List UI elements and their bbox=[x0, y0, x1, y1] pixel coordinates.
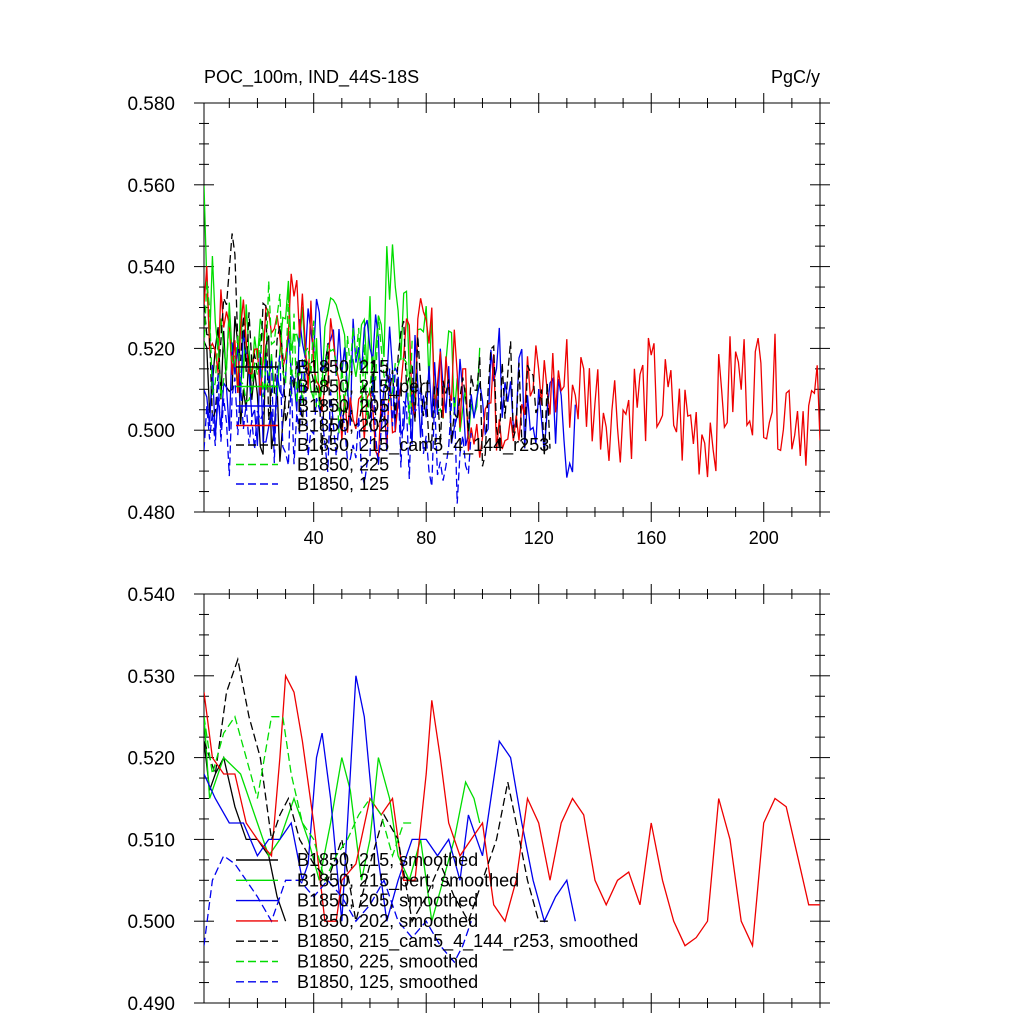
y-tick-label: 0.520 bbox=[127, 749, 175, 770]
top-title-right: PgC/y bbox=[771, 67, 820, 87]
legend-label: B1850, 125, smoothed bbox=[297, 972, 478, 992]
legend-label: B1850, 202 bbox=[297, 416, 389, 436]
series-line bbox=[204, 316, 287, 462]
series-line bbox=[204, 854, 472, 964]
legend-label: B1850, 225 bbox=[297, 455, 389, 475]
legend-label: B1850, 215, smoothed bbox=[297, 850, 478, 870]
top-panel: POC_100m, IND_44S-18S PgC/y 40 80 120 160 20… bbox=[127, 67, 830, 548]
y-tick-label: 0.500 bbox=[127, 912, 175, 933]
legend-label: B1850, 215_cam5_4_144_r253, smoothed bbox=[297, 931, 638, 952]
y-tick-label: 0.510 bbox=[127, 830, 175, 851]
y-tick-label: 0.490 bbox=[127, 994, 175, 1015]
legend-label: B1850, 215 bbox=[297, 357, 389, 377]
series-line bbox=[204, 355, 472, 504]
legend-label: B1850, 205 bbox=[297, 396, 389, 416]
x-tick-label: 40 bbox=[304, 528, 324, 548]
legend-label: B1850, 215_cam5_4_144_r253 bbox=[297, 435, 549, 456]
legend-label: B1850, 215_pert bbox=[297, 377, 430, 398]
legend-label: B1850, 125 bbox=[297, 474, 389, 494]
y-tick-label: 0.560 bbox=[127, 176, 175, 197]
series-line bbox=[204, 233, 551, 467]
x-tick-label: 160 bbox=[636, 528, 666, 548]
legend-label: B1850, 205, smoothed bbox=[297, 891, 478, 911]
x-tick-label: 80 bbox=[416, 528, 436, 548]
legend-label: B1850, 202, smoothed bbox=[297, 911, 478, 931]
y-tick-label: 0.500 bbox=[127, 421, 175, 442]
series-line bbox=[204, 715, 413, 883]
y-tick-label: 0.520 bbox=[127, 339, 175, 360]
series-line bbox=[204, 716, 481, 922]
x-tick-label: 200 bbox=[749, 528, 779, 548]
y-tick-label: 0.480 bbox=[127, 503, 175, 524]
legend-label: B1850, 225, smoothed bbox=[297, 952, 478, 972]
series-line bbox=[204, 673, 820, 949]
x-tick-label: 120 bbox=[524, 528, 554, 548]
series-line bbox=[204, 675, 576, 924]
y-tick-label: 0.540 bbox=[127, 258, 175, 279]
legend-label: B1850, 215_pert, smoothed bbox=[297, 870, 519, 891]
series-line bbox=[204, 266, 820, 478]
y-tick-label: 0.580 bbox=[127, 94, 175, 115]
bottom-panel: 0.490 0.500 0.510 0.520 0.530 0.540 B1850, 215… bbox=[127, 584, 830, 1015]
y-tick-label: 0.530 bbox=[127, 667, 175, 688]
top-title-left: POC_100m, IND_44S-18S bbox=[204, 67, 419, 88]
y-tick-label: 0.540 bbox=[127, 585, 175, 606]
